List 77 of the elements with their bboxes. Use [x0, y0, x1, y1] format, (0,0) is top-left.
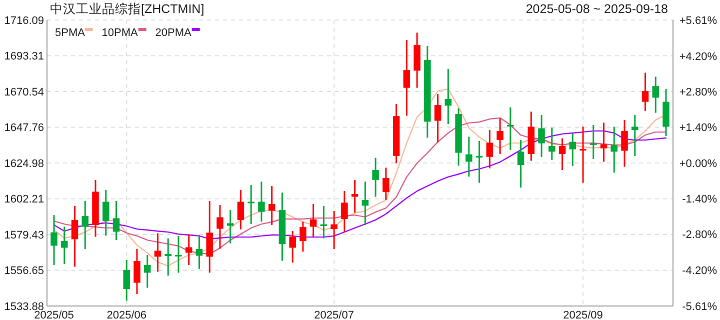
candlestick	[642, 72, 649, 112]
y2-tick-label: +1.40%	[679, 122, 718, 134]
candlestick	[50, 214, 58, 266]
candlestick	[300, 220, 306, 252]
candlestick	[548, 126, 556, 161]
candlestick	[289, 230, 296, 264]
y2-tick-label: -4.20%	[682, 264, 718, 277]
candlestick	[237, 189, 244, 230]
candlestick	[403, 39, 410, 116]
candlestick	[610, 126, 618, 174]
candlestick	[466, 136, 472, 178]
candlestick	[164, 238, 172, 276]
line-series	[53, 117, 667, 255]
candlestick	[185, 233, 192, 266]
x-tick-label: 2025/07	[314, 310, 354, 320]
candlestick	[632, 114, 638, 157]
candlestick	[123, 259, 130, 302]
candlestick	[580, 126, 586, 184]
y-tick-label: 1579.43	[4, 229, 44, 242]
candlestick	[341, 190, 348, 234]
candlestick	[258, 180, 265, 222]
candlestick	[444, 68, 452, 125]
x-tick-label: 2025/06	[106, 310, 146, 320]
y2-tick-label: -2.80%	[682, 229, 718, 242]
y-tick-label: 1670.54	[4, 86, 44, 98]
candlestick	[351, 179, 358, 214]
y-tick-label: 1624.98	[4, 158, 44, 170]
y-tick-label: 1716.09	[4, 14, 44, 27]
legend-label: 20PMA	[155, 27, 192, 39]
candlestick	[268, 185, 276, 226]
candlestick	[175, 235, 182, 274]
candlestick	[310, 203, 317, 238]
candlestick	[486, 129, 494, 170]
candlestick	[476, 140, 483, 184]
candlestick	[517, 139, 524, 188]
candlestick	[652, 76, 659, 114]
y2-tick-label: +0.00%	[679, 158, 718, 170]
y2-tick-label: +5.61%	[679, 14, 718, 27]
x-tick-label: 2025/09	[563, 310, 603, 320]
candlestick	[196, 234, 203, 270]
candlestick	[569, 132, 576, 167]
candlestick	[434, 93, 442, 144]
candlestick	[102, 189, 110, 236]
legend-label: 10PMA	[102, 27, 139, 39]
candlestick	[154, 232, 162, 272]
candlestick	[134, 248, 140, 295]
candlestick	[71, 205, 78, 268]
candlestick	[590, 124, 597, 160]
y2-tick-label: -1.40%	[682, 194, 718, 206]
legend-label: 5PMA	[55, 27, 86, 39]
x-tick-label: 2025/05	[34, 310, 74, 320]
candlestick	[248, 184, 254, 225]
y-tick-label: 1602.21	[4, 194, 44, 206]
chart-title: 中汉工业品综指[ZHCTMIN]	[50, 2, 204, 16]
candlestick	[61, 226, 68, 265]
y2-tick-label: +2.80%	[679, 86, 718, 98]
candlestick	[112, 200, 120, 241]
candlestick	[496, 117, 504, 155]
candlestick	[507, 106, 514, 151]
candlestick	[600, 122, 608, 162]
candlestick	[372, 157, 379, 198]
candlestick	[382, 166, 390, 201]
candlestick	[538, 114, 545, 158]
y-tick-label: 1647.76	[4, 122, 44, 134]
y2-tick-label: +4.20%	[679, 50, 718, 63]
y2-tick-label: -5.61%	[682, 300, 718, 313]
candlestick	[362, 180, 369, 226]
candlestick	[621, 119, 628, 168]
candlestick	[82, 200, 88, 250]
candlestick	[226, 209, 234, 244]
y-tick-label: 1556.65	[4, 265, 44, 278]
candlestick	[144, 254, 151, 289]
candlestick	[216, 204, 224, 250]
candlestick	[330, 210, 338, 250]
y-tick-label: 1693.31	[4, 50, 44, 63]
candlestick	[558, 138, 566, 171]
chart-subtitle: 2025-05-08 ~ 2025-09-18	[526, 2, 668, 16]
